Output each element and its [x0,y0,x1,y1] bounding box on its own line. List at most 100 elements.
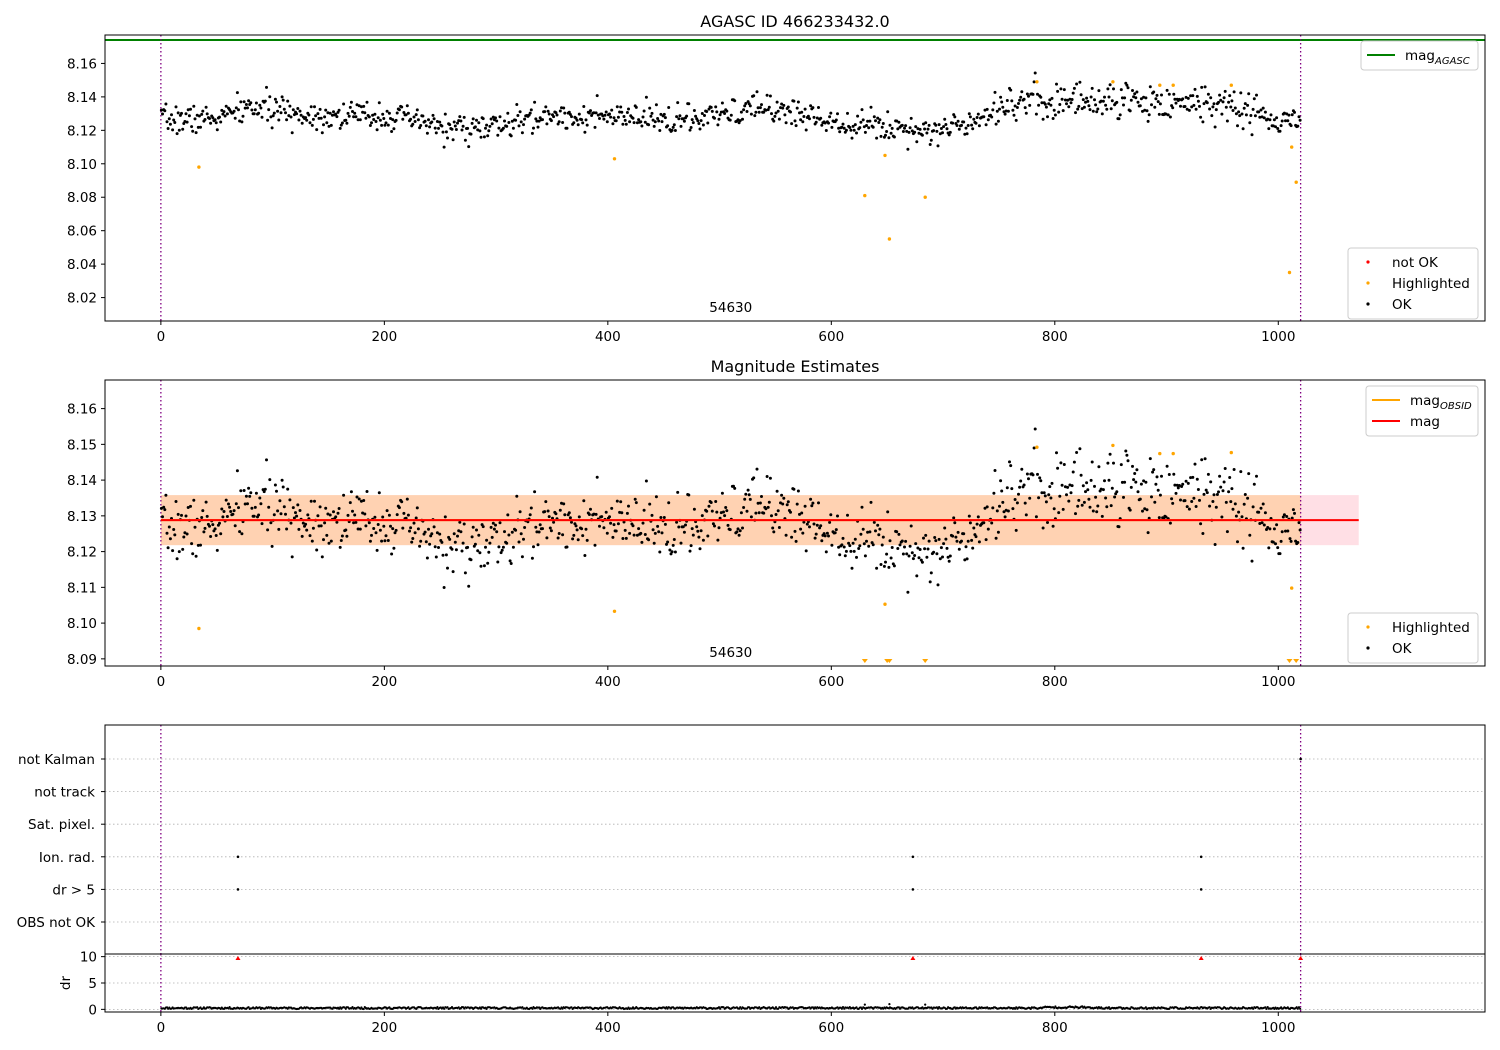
ok-point [305,528,309,532]
ok-point [647,538,651,542]
ok-point [296,503,300,507]
ok-point [925,555,929,559]
ok-point [922,536,925,540]
ok-point [1112,461,1115,465]
ok-point [356,527,360,531]
ok-point [536,543,540,547]
ok-point [265,85,268,89]
ok-point [841,536,845,540]
ok-point [819,524,823,528]
ok-point [1223,467,1227,470]
ok-point [275,489,278,493]
ok-point [339,539,343,542]
ok-point [1272,527,1276,531]
chart-title: Magnitude Estimates [711,357,880,376]
ok-point [909,116,913,120]
ok-point [1211,500,1215,503]
highlighted-point [197,165,201,169]
ok-point [161,515,164,519]
ok-point [1015,501,1019,505]
ok-point [1203,457,1207,461]
ok-point [296,107,300,110]
ok-point [1108,452,1112,456]
ok-point [850,136,854,140]
ok-point [552,520,556,524]
ok-point [167,117,171,121]
ok-point [423,530,427,534]
ok-point [287,114,291,118]
ok-point [328,513,332,517]
ok-point [728,528,732,532]
ok-point [1036,472,1039,476]
ok-point [554,111,558,115]
ok-point [416,118,420,122]
ok-point [736,527,740,531]
ok-point [175,557,179,561]
ok-point [681,525,685,529]
ok-point [1147,113,1151,117]
ok-point [1150,103,1153,107]
ok-point [1123,480,1127,484]
x-tick-label: 600 [818,674,844,690]
ok-point [554,512,558,516]
ok-point [171,128,175,132]
ok-point [916,546,920,550]
ok-point [847,541,851,545]
ok-point [384,534,388,538]
ok-point [306,513,310,517]
ok-point [692,507,696,511]
ok-point [344,118,348,122]
ok-point [308,121,312,125]
x-tick-label: 800 [1042,1020,1068,1036]
flag-point [236,888,240,891]
ok-point [1139,97,1143,101]
ok-point [509,134,513,138]
ok-point [243,106,247,110]
ok-point [518,110,522,114]
ok-point [1006,509,1010,513]
ok-point [855,555,858,559]
ok-point [319,524,323,528]
legend-label: Highlighted [1392,276,1470,292]
ok-point [538,523,542,527]
ok-point [589,507,592,511]
obsid-label: 54630 [709,300,752,316]
ok-point [960,539,963,543]
ok-point [1224,105,1228,109]
ok-point [193,525,197,529]
ok-point [278,499,282,503]
ok-point [789,510,792,514]
ok-point [467,145,471,149]
ok-point [580,527,584,531]
ok-point [565,545,569,549]
ok-point [803,107,807,111]
y-tick-label: 8.12 [67,123,97,139]
dr-point [1252,1007,1255,1010]
ok-point [725,109,729,113]
ok-point [976,515,980,519]
out-of-range-marker [1293,659,1300,663]
ok-point [1282,111,1286,115]
legend-label: Highlighted [1392,620,1470,636]
ok-point [795,106,799,110]
x-tick-label: 200 [371,329,397,345]
highlighted-point [887,237,892,241]
ok-point [1089,478,1093,482]
ok-point [720,101,724,105]
ok-point [719,110,723,114]
ok-point [1087,497,1091,501]
ok-point [1019,95,1023,99]
ok-point [1036,92,1039,96]
ok-point [598,524,601,528]
ok-point [1275,116,1279,120]
ok-point [924,121,928,125]
ok-point [214,121,218,125]
ok-point [820,539,824,543]
ok-point [799,118,803,122]
ok-point [371,113,375,117]
dr-point [531,1007,534,1010]
ok-point [1011,507,1015,511]
ok-point [250,506,254,510]
ok-point [1286,529,1290,533]
ok-point [936,583,940,587]
